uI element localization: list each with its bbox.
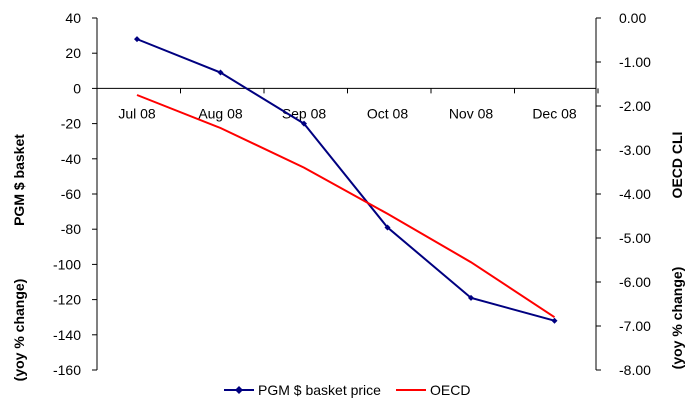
x-tick-label: Oct 08 [367, 105, 408, 121]
left-tick-label: -20 [61, 116, 81, 132]
left-tick-label: -160 [53, 362, 81, 378]
legend-label-pgm: PGM $ basket price [258, 382, 381, 398]
right-axis-title-sub: (yoy % change) [669, 267, 685, 370]
left-tick-label: -100 [53, 256, 81, 272]
left-axis-title-main: PGM $ basket [11, 134, 27, 226]
left-tick-label: -80 [61, 221, 81, 237]
left-axis-title-sub: (yoy % change) [11, 279, 27, 382]
data-point-pgm [134, 36, 140, 43]
right-tick-label: -1.00 [619, 54, 651, 70]
x-tick-label: Dec 08 [532, 105, 577, 121]
x-tick-label: Aug 08 [198, 105, 243, 121]
left-tick-label: -60 [61, 186, 81, 202]
x-tick-label: Nov 08 [449, 105, 494, 121]
left-tick-label: 20 [65, 45, 81, 61]
data-point-pgm [468, 294, 474, 301]
x-tick-label: Jul 08 [118, 105, 156, 121]
legend: PGM $ basket price OECD [224, 382, 470, 398]
data-point-pgm [551, 317, 558, 324]
right-tick-label: -5.00 [619, 230, 651, 246]
right-tick-label: -2.00 [619, 98, 651, 114]
data-point-pgm [301, 120, 307, 127]
series-line-oecd [136, 94, 556, 319]
left-y-axis: 40 20 0 -20 -40 -60 -80 -100 -120 -140 -160 [53, 10, 98, 378]
legend-label-oecd: OECD [430, 382, 470, 398]
left-tick-label: -40 [61, 151, 81, 167]
data-point-pgm [217, 69, 224, 76]
right-tick-label: -6.00 [619, 274, 651, 290]
right-tick-label: -4.00 [619, 186, 651, 202]
right-tick-label: -7.00 [619, 318, 651, 334]
right-tick-label: -3.00 [619, 142, 651, 158]
left-tick-label: -140 [53, 327, 81, 343]
series-line-pgm [136, 38, 555, 322]
left-tick-label: 0 [73, 80, 81, 96]
left-tick-label: 40 [65, 10, 81, 26]
series-layer [134, 36, 558, 324]
left-tick-label: -120 [53, 292, 81, 308]
right-y-axis: 0.00 -1.00 -2.00 -3.00 -4.00 -5.00 -6.00 -7.00 -… [595, 10, 651, 378]
right-axis-title-main: OECD CLI [669, 132, 685, 199]
x-axis: Jul 08 Aug 08 Sep 08 Oct 08 Nov 08 Dec 08 [96, 87, 599, 121]
legend-marker-pgm [235, 386, 243, 394]
data-point-pgm [384, 224, 391, 231]
right-tick-label: 0.00 [619, 10, 646, 26]
right-tick-label: -8.00 [619, 362, 651, 378]
